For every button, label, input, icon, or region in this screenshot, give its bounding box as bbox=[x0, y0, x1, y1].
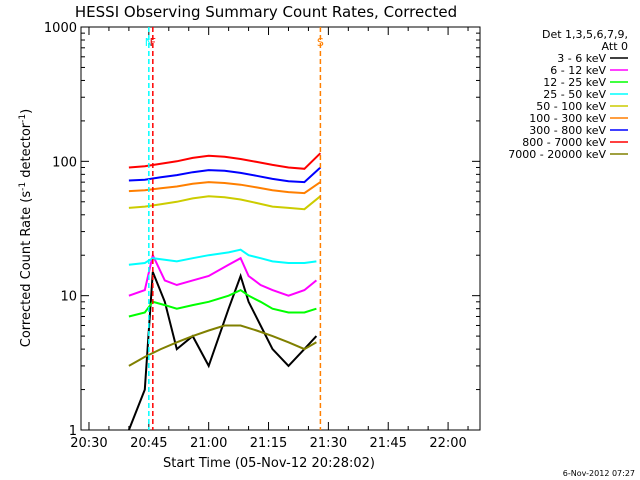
legend-label-0: 3 - 6 keV bbox=[557, 52, 606, 65]
y-axis-label-base: Corrected Count Rate (s bbox=[19, 191, 34, 348]
legend-label-4: 50 - 100 keV bbox=[536, 100, 606, 113]
legend-header-0: Det 1,3,5,6,7,9, bbox=[542, 28, 628, 41]
annotation-label-0: N bbox=[145, 36, 153, 49]
annotation-label-1: F bbox=[150, 36, 156, 49]
x-tick-label: 21:15 bbox=[250, 436, 287, 451]
legend-label-7: 800 - 7000 keV bbox=[522, 136, 606, 149]
chart-title: HESSI Observing Summary Count Rates, Cor… bbox=[75, 3, 457, 21]
x-tick-label: 20:45 bbox=[130, 436, 167, 451]
legend-label-3: 25 - 50 keV bbox=[543, 88, 606, 101]
plot-frame bbox=[80, 26, 481, 431]
series-line-3 bbox=[128, 248, 317, 266]
series-line-0 bbox=[127, 271, 318, 431]
series-line-1 bbox=[128, 252, 318, 297]
series-line-8 bbox=[128, 324, 317, 367]
x-tick-label: 21:45 bbox=[369, 436, 406, 451]
annotation-label-2: S bbox=[317, 36, 324, 49]
x-tick-label: 22:00 bbox=[429, 436, 466, 451]
series-line-5 bbox=[128, 181, 321, 195]
footer-date: 6-Nov-2012 07:27 bbox=[563, 469, 635, 478]
series-line-2 bbox=[128, 288, 317, 318]
y-axis-label-sup1: -1 bbox=[18, 182, 28, 191]
x-axis-label: Start Time (05-Nov-12 20:28:02) bbox=[163, 456, 375, 471]
y-tick-label: 100 bbox=[52, 155, 77, 170]
y-tick-label: 10 bbox=[60, 290, 77, 305]
series-line-6 bbox=[128, 166, 322, 184]
x-tick-label: 21:00 bbox=[190, 436, 227, 451]
x-tick-label: 20:30 bbox=[70, 436, 107, 451]
y-tick-label: 1000 bbox=[44, 21, 77, 36]
y-axis-label-end: ) bbox=[19, 109, 34, 114]
y-axis-label-sup2: -1 bbox=[18, 114, 28, 123]
series-line-4 bbox=[128, 195, 322, 211]
legend-label-2: 12 - 25 keV bbox=[543, 76, 606, 89]
plot-area: 1 10 100 1000 20:30 20:45 21:00 21:15 21:30 21:45… bbox=[44, 21, 481, 451]
y-axis-label-mid: detector bbox=[19, 122, 34, 182]
legend-label-6: 300 - 800 keV bbox=[529, 124, 606, 137]
y-axis-label: Corrected Count Rate (s-1 detector-1) bbox=[18, 109, 34, 347]
legend-label-8: 7000 - 20000 keV bbox=[508, 148, 606, 161]
series-line-7 bbox=[128, 152, 322, 170]
y-tick-label: 1 bbox=[69, 424, 77, 439]
legend-label-1: 6 - 12 keV bbox=[550, 64, 606, 77]
legend-header-1: Att 0 bbox=[602, 40, 628, 53]
x-tick-label: 21:30 bbox=[310, 436, 347, 451]
legend-label-5: 100 - 300 keV bbox=[529, 112, 606, 125]
